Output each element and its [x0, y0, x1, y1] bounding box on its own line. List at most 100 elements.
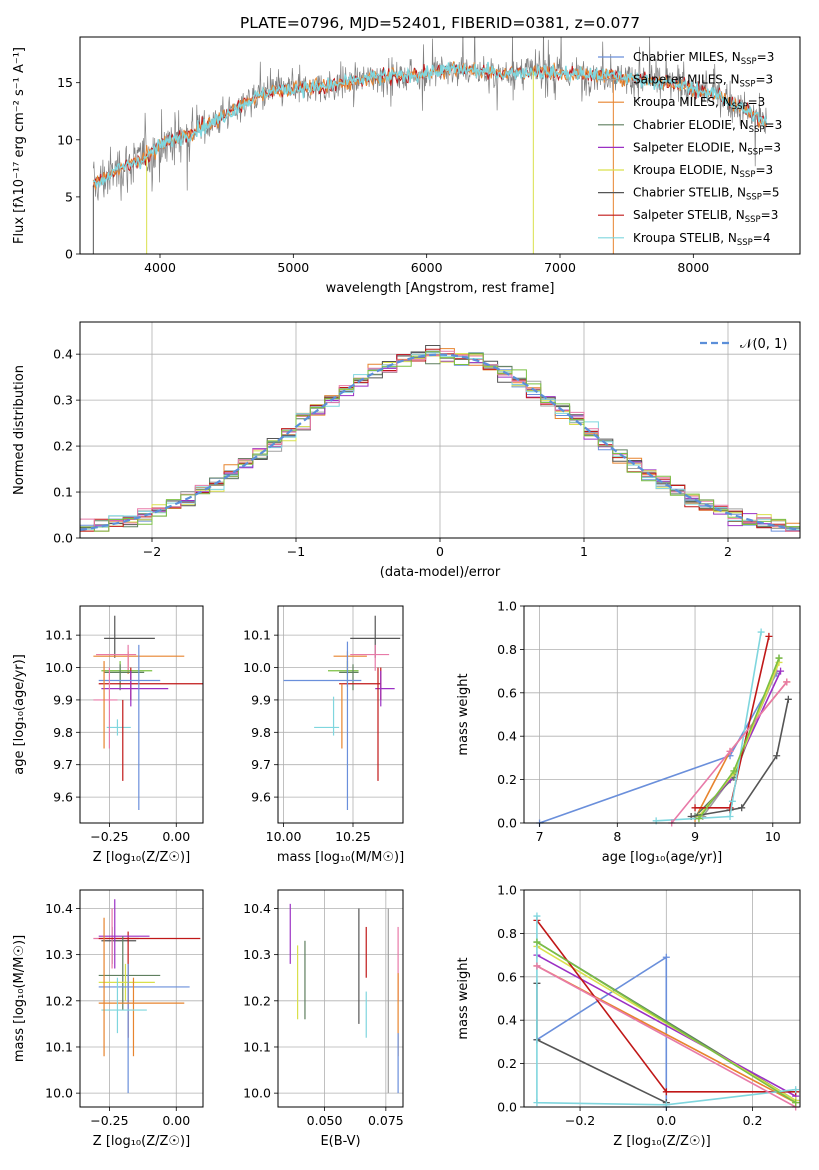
weight_vs_Z-series-0-marker-1 — [662, 953, 670, 961]
weight_vs_age-series-9-marker-1 — [726, 747, 734, 755]
weight_vs_age-series-9-marker-2 — [783, 678, 791, 686]
residuals-ytick-label-4: 0.4 — [53, 347, 73, 362]
weight_vs_age-ytick-label-3: 0.6 — [497, 685, 517, 700]
weight_vs_Z-ylabel: mass weight — [456, 957, 471, 1039]
mass_vs_ebv-plot-area — [278, 890, 403, 1107]
mass_vs_Z-point-7 — [98, 977, 185, 1057]
residuals-xlabel: (data-model)/error — [380, 565, 501, 580]
weight_vs_Z-series-4 — [536, 945, 797, 1102]
spectrum-panel: 4000 5000 6000 7000 8000 0 5 10 15 wavelength [An… — [12, 36, 801, 296]
weight_vs_age-series-10-marker-0 — [695, 815, 703, 823]
spectrum-xtick-label-0: 4000 — [144, 260, 176, 275]
residual-hist-10 — [80, 351, 800, 532]
age_vs_mass-xlabel: mass [log₁₀(M/M☉)] — [277, 850, 404, 865]
weight_vs_Z-series-8-marker-0 — [533, 962, 541, 970]
legend-label-7: Salpeter STELIB, NSSP=3 — [633, 208, 778, 225]
normal-curve — [79, 353, 798, 531]
spectrum-ytick-label-1: 5 — [65, 189, 73, 204]
age_vs_Z-plot-area — [80, 606, 203, 823]
weight_vs_Z-series-7-marker-0 — [533, 912, 541, 920]
age_vs_mass-point-7 — [283, 641, 362, 811]
weight_vs_Z-xtick-label-0: −0.2 — [565, 1113, 595, 1128]
weight-vs-metallicity-panel: −0.2 0.0 0.2 0.0 0.2 0.4 0.6 0.8 1.0 Z [log₁₀(Z/Z… — [456, 883, 801, 1149]
residuals-histograms — [80, 345, 800, 532]
mass_vs_Z-ytick-label-1: 10.1 — [45, 1039, 73, 1054]
weight_vs_Z-series-7-marker-1 — [533, 1099, 541, 1107]
age_vs_Z-point-9 — [93, 667, 118, 749]
weight_vs_Z-series-8 — [536, 965, 797, 1108]
mass_vs_Z-point-6 — [98, 963, 190, 1094]
mass_vs_Z-point-4 — [98, 936, 161, 1011]
legend-label-0: Chabrier MILES, NSSP=3 — [633, 50, 774, 67]
spectrum-xtick-label-3: 7000 — [544, 260, 576, 275]
legend-label-6: Chabrier STELIB, NSSP=5 — [633, 186, 780, 203]
residuals-ytick-label-1: 0.1 — [53, 485, 73, 500]
figure-title: PLATE=0796, MJD=52401, FIBERID=0381, z=0… — [240, 14, 640, 32]
residuals-xtick-label-2: 0 — [436, 544, 444, 559]
weight_vs_Z-series-6-marker-1 — [662, 1088, 670, 1096]
weight_vs_age-ylabel: mass weight — [456, 673, 471, 755]
weight_vs_Z-series-9-marker-1 — [792, 1099, 800, 1107]
weight_vs_Z-ytick-label-5: 1.0 — [497, 883, 517, 898]
weight_vs_Z-xtick-label-1: 0.0 — [656, 1113, 676, 1128]
age_vs_mass-frame — [277, 605, 404, 824]
mass_vs_ebv-ytick-label-3: 10.3 — [243, 947, 271, 962]
mass_vs_ebv-xtick-label-0: 0.050 — [307, 1113, 343, 1128]
age_vs_Z-point-6 — [101, 670, 169, 707]
age_vs_Z-xlabel: Z [log₁₀(Z/Z☉)] — [93, 850, 190, 865]
mass_vs_Z-point-5 — [98, 963, 155, 1001]
mass_vs_Z-point-8 — [101, 977, 147, 1034]
weight_vs_age-series-7-marker-2 — [765, 632, 773, 640]
mass_vs_ebv-frame — [277, 889, 404, 1108]
age_vs_Z-ylabel: age [log₁₀(age/yr)] — [12, 654, 27, 775]
weight_vs_age-xtick-label-1: 8 — [613, 829, 621, 844]
weight_vs_age-series-10-marker-1 — [730, 767, 738, 775]
residuals-ytick-label-0: 0.0 — [53, 531, 73, 546]
weight_vs_Z-xlabel: Z [log₁₀(Z/Z☉)] — [613, 1134, 710, 1149]
age-vs-metallicity-panel: −0.25 0.00 9.6 9.7 9.8 9.9 10.0 10.1 Z [log₁₀(Z/… — [12, 605, 204, 865]
age_vs_mass-ytick-label-4: 10.0 — [243, 660, 271, 675]
spectrum-ylabel: Flux [fλ10⁻¹⁷ erg cm⁻² s⁻¹ A⁻¹] — [12, 47, 27, 244]
spectrum-model-line-2 — [92, 61, 768, 189]
age_vs_mass-xtick-label-0: 10.00 — [266, 829, 302, 844]
mass_vs_Z-xtick-label-0: −0.25 — [90, 1113, 128, 1128]
weight_vs_age-ytick-label-4: 0.8 — [497, 642, 517, 657]
weight_vs_age-series-8-marker-1 — [726, 812, 734, 820]
mass_vs_ebv-ytick-label-2: 10.2 — [243, 993, 271, 1008]
weight_vs_age-ytick-label-0: 0.0 — [497, 816, 517, 831]
age_vs_Z-xtick-label-0: −0.25 — [90, 829, 128, 844]
spectrum-legend: Chabrier MILES, NSSP=3 Salpeter MILES, NS… — [598, 50, 782, 248]
spectrum-xtick-label-1: 5000 — [277, 260, 309, 275]
weight_vs_age-ytick-label-2: 0.4 — [497, 729, 517, 744]
weight_vs_age-series-8 — [656, 631, 762, 822]
residuals-xtick-label-0: −2 — [143, 544, 161, 559]
age_vs_mass-errorbars — [283, 615, 401, 811]
age_vs_Z-point-4 — [104, 664, 145, 691]
age_vs_mass-ytick-label-3: 9.9 — [251, 692, 271, 707]
age_vs_mass-plot-area — [278, 606, 403, 823]
residuals-xtick-label-4: 2 — [724, 544, 732, 559]
weight_vs_Z-series-9-marker-0 — [533, 938, 541, 946]
weight_vs_Z-ytick-label-2: 0.4 — [497, 1013, 517, 1028]
mass_vs_ebv-xlabel: E(B-V) — [320, 1134, 360, 1149]
age_vs_mass-point-4 — [339, 664, 359, 691]
spectrum-ytick-label-2: 10 — [57, 132, 73, 147]
weight_vs_age-series-6-marker-2 — [738, 804, 746, 812]
spectrum-frame — [79, 36, 801, 255]
mass_vs_Z-xtick-label-1: 0.00 — [162, 1113, 190, 1128]
weight_vs_Z-ytick-label-0: 0.0 — [497, 1100, 517, 1115]
age_vs_Z-frame — [79, 605, 204, 824]
mass_vs_Z-frame — [79, 889, 204, 1108]
age_vs_Z-ytick-label-4: 10.0 — [45, 660, 73, 675]
residuals-xtick-label-3: 1 — [580, 544, 588, 559]
legend-label-3: Chabrier ELODIE, NSSP=3 — [633, 118, 782, 135]
mass_vs_Z-ytick-label-0: 10.0 — [45, 1086, 73, 1101]
weight_vs_Z-series-7-marker-3 — [792, 1086, 800, 1094]
age_vs_Z-ytick-label-5: 10.1 — [45, 628, 73, 643]
residuals-xtick-label-1: −1 — [287, 544, 305, 559]
age_vs_Z-ytick-label-0: 9.6 — [53, 790, 73, 805]
residuals-ylabel: Normed distribution — [12, 365, 27, 495]
age_vs_Z-point-2 — [96, 644, 137, 671]
legend-label-1: Salpeter MILES, NSSP=3 — [633, 73, 773, 90]
weight_vs_Z-series — [533, 912, 800, 1111]
